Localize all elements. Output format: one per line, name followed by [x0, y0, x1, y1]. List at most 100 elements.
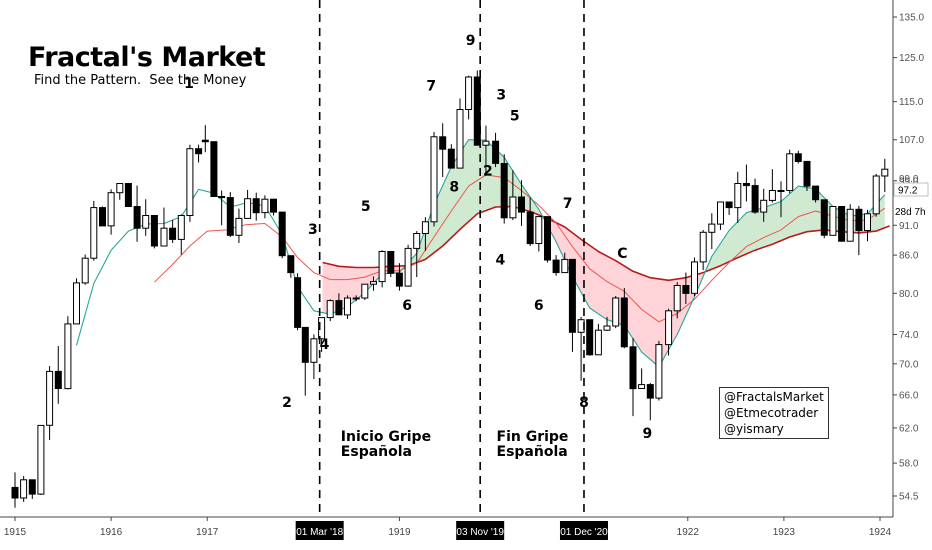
- candle-body: [270, 198, 277, 213]
- wave-label: 3: [496, 87, 506, 103]
- wave-label: 7: [563, 196, 573, 212]
- candle-body: [395, 272, 403, 287]
- y-tick-label: 80.0: [899, 289, 919, 300]
- candle-body: [37, 424, 45, 495]
- candle-body: [665, 310, 673, 346]
- candle-body: [786, 153, 794, 192]
- candle-body: [812, 185, 820, 201]
- wave-label: 5: [510, 108, 520, 124]
- candle-body: [186, 148, 194, 216]
- candle-body: [195, 148, 203, 155]
- wave-label: 1: [184, 76, 194, 92]
- candle-body: [594, 329, 602, 356]
- candle-body: [142, 215, 150, 229]
- candle-body: [404, 247, 412, 287]
- candle-body: [335, 300, 343, 316]
- candle-body: [133, 206, 141, 229]
- candle-body: [586, 319, 594, 356]
- candle-body: [682, 285, 690, 294]
- candle-body: [235, 217, 243, 236]
- candle-body: [387, 251, 395, 274]
- candle-body: [46, 370, 54, 426]
- y-tick-label: 74.0: [899, 330, 919, 341]
- candle-body: [439, 136, 447, 150]
- candle-body: [829, 206, 837, 236]
- candle-body: [81, 257, 89, 284]
- date-marker-label: 01 Dec '20: [560, 527, 608, 538]
- x-tick-label: 1915: [4, 527, 27, 538]
- credit-line: @Etmecotrader: [724, 406, 819, 420]
- y-tick-label: 58.0: [899, 459, 919, 470]
- candle-body: [64, 323, 72, 390]
- candle-body: [492, 140, 500, 164]
- credits-box: @FractalsMarket @Etmecotrader @yismary: [719, 387, 829, 439]
- candle-body: [226, 197, 234, 236]
- candle-body: [568, 258, 576, 333]
- candle-body: [864, 213, 871, 232]
- candle-body: [278, 211, 286, 257]
- event-annotation: Española: [497, 444, 568, 460]
- date-marker-box: [295, 521, 344, 540]
- event-annotation: Fin Gripe: [497, 429, 569, 445]
- candle-body: [794, 153, 802, 163]
- wave-label: 4: [320, 337, 330, 353]
- candle-body: [352, 297, 360, 300]
- candle-body: [378, 251, 386, 283]
- candle-body: [54, 370, 62, 389]
- wave-label: 7: [426, 78, 436, 94]
- candle-body: [734, 183, 742, 209]
- candle-body: [430, 136, 438, 223]
- candle-body: [28, 479, 36, 495]
- candle-body: [638, 384, 646, 390]
- bear-cloud: [540, 212, 705, 366]
- candle-body: [447, 148, 455, 169]
- y-tick-label: 54.5: [899, 492, 919, 503]
- candle-body: [326, 300, 334, 319]
- candle-body: [150, 215, 158, 247]
- candle-body: [552, 259, 560, 274]
- credit-line: @yismary: [724, 422, 784, 436]
- candle-body: [160, 227, 168, 247]
- candle-body: [803, 160, 811, 187]
- y-tick-label: 125.0: [899, 53, 924, 64]
- candle-body: [210, 141, 218, 197]
- candle-body: [361, 283, 369, 299]
- candle-body: [509, 196, 517, 219]
- candle-body: [699, 231, 707, 263]
- event-annotation: Inicio Gripe: [341, 429, 431, 445]
- candle-body: [603, 325, 611, 331]
- wave-label: 2: [483, 164, 493, 180]
- y-tick-label: 115.0: [899, 97, 924, 108]
- last-price-label: 97.2: [898, 186, 918, 197]
- brand-subtitle: Find the Pattern. See the Money: [34, 73, 247, 88]
- x-tick-label: 1917: [196, 527, 219, 538]
- candle-body: [673, 285, 681, 312]
- candle-body: [855, 208, 863, 232]
- candle-body: [310, 338, 318, 363]
- candle-body: [99, 207, 106, 227]
- candle-body: [482, 140, 490, 146]
- bull-cloud: [704, 186, 885, 274]
- axes: 135.0 125.0 115.0 107.0 99.0 91.0 86.0 80.0 74.0…: [0, 0, 929, 540]
- wave-label: 9: [643, 426, 653, 442]
- candle-body: [820, 199, 828, 236]
- y-tick-label: 86.0: [899, 251, 919, 262]
- candle-body: [107, 192, 115, 227]
- countdown-label: 28d 7h: [895, 207, 926, 218]
- y-tick-label: 107.0: [899, 135, 924, 146]
- candle-body: [526, 211, 534, 245]
- candle-body: [691, 261, 698, 294]
- candle-body: [544, 216, 551, 261]
- candle-body: [518, 196, 525, 213]
- candle-body: [344, 297, 351, 316]
- candle-body: [872, 175, 880, 215]
- last-price-box: [893, 182, 929, 197]
- x-tick-label: 1916: [100, 527, 123, 538]
- candle-body: [301, 326, 309, 363]
- candle-body: [201, 139, 209, 143]
- candle-body: [473, 76, 481, 146]
- candle-body: [742, 183, 750, 187]
- candle-body: [218, 196, 226, 199]
